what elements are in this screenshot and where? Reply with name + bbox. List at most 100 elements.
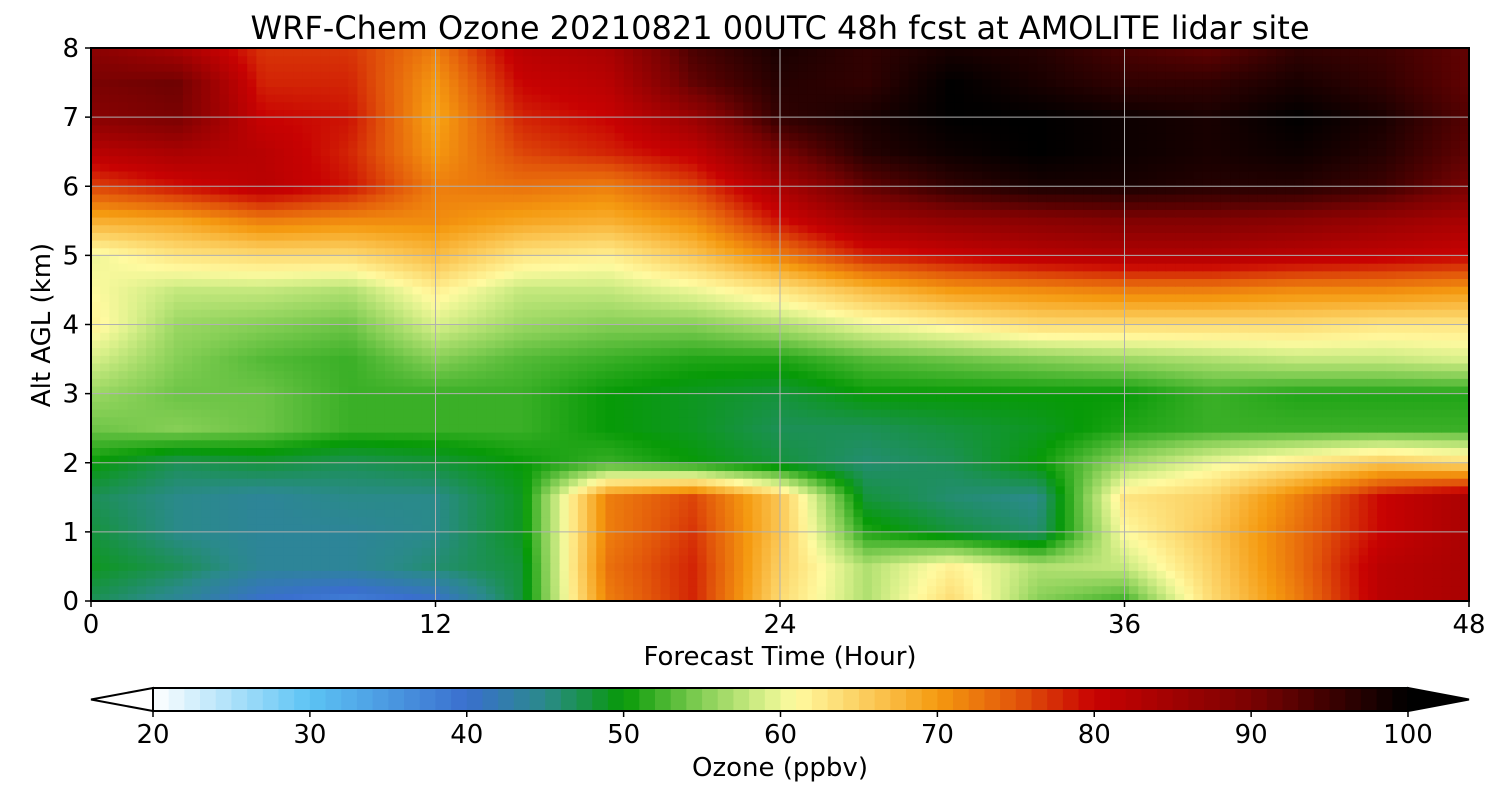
- heatmap-cell: [605, 401, 616, 410]
- heatmap-cell: [1202, 547, 1213, 556]
- heatmap-cell: [614, 408, 625, 418]
- heatmap-cell: [320, 485, 331, 495]
- heatmap-cell: [807, 462, 818, 472]
- heatmap-cell: [1211, 539, 1222, 548]
- heatmap-cell: [1257, 347, 1268, 356]
- heatmap-cell: [1092, 447, 1103, 456]
- heatmap-cell: [1165, 447, 1176, 456]
- heatmap-cell: [669, 370, 680, 379]
- heatmap-cell: [982, 570, 992, 579]
- heatmap-cell: [348, 455, 359, 464]
- heatmap-cell: [807, 355, 818, 364]
- heatmap-cell: [568, 593, 579, 602]
- heatmap-cell: [1211, 593, 1222, 602]
- heatmap-cell: [954, 554, 965, 564]
- heatmap-cell: [825, 493, 836, 502]
- heatmap-cell: [917, 539, 928, 548]
- heatmap-cell: [780, 347, 790, 356]
- heatmap-cell: [1349, 370, 1360, 379]
- heatmap-cell: [1138, 385, 1149, 395]
- heatmap-cell: [109, 593, 120, 602]
- heatmap-cell: [761, 470, 772, 479]
- heatmap-cell: [596, 370, 607, 379]
- heatmap-cell: [366, 478, 377, 487]
- heatmap-cell: [182, 585, 193, 594]
- heatmap-cell: [587, 424, 597, 433]
- heatmap-cell: [1423, 577, 1433, 587]
- heatmap-cell: [283, 501, 294, 510]
- heatmap-cell: [623, 439, 634, 448]
- heatmap-cell: [862, 493, 873, 502]
- heatmap-cell: [559, 570, 570, 579]
- heatmap-cell: [890, 485, 901, 495]
- heatmap-cell: [1303, 408, 1314, 418]
- heatmap-cell: [1276, 385, 1286, 395]
- heatmap-cell: [1331, 508, 1341, 518]
- heatmap-cell: [1184, 401, 1194, 410]
- heatmap-cell: [1175, 508, 1185, 518]
- heatmap-cell: [100, 478, 110, 487]
- heatmap-cell: [486, 547, 496, 556]
- heatmap-cell: [440, 562, 450, 571]
- heatmap-cell: [164, 547, 175, 556]
- heatmap-cell: [403, 493, 414, 502]
- heatmap-cell: [1276, 539, 1286, 548]
- heatmap-cell: [1276, 347, 1286, 356]
- heatmap-cell: [761, 416, 772, 425]
- heatmap-cell: [1285, 493, 1296, 502]
- heatmap-cell: [1377, 362, 1387, 372]
- heatmap-cell: [1073, 470, 1084, 479]
- heatmap-cell: [1101, 362, 1112, 372]
- heatmap-cell: [1046, 424, 1057, 433]
- heatmap-cell: [1285, 362, 1296, 372]
- heatmap-cell: [651, 585, 662, 594]
- heatmap-cell: [1386, 447, 1397, 456]
- heatmap-cell: [256, 508, 267, 518]
- heatmap-cell: [1156, 470, 1167, 479]
- heatmap-cell: [972, 447, 983, 456]
- heatmap-cell: [559, 416, 570, 425]
- heatmap-cell: [237, 408, 248, 418]
- heatmap-cell: [871, 531, 882, 541]
- heatmap-cell: [688, 424, 698, 433]
- heatmap-cell: [1367, 424, 1378, 433]
- heatmap-cell: [614, 554, 625, 564]
- heatmap-cell: [1285, 455, 1296, 464]
- heatmap-cell: [1312, 362, 1323, 372]
- heatmap-cell: [936, 562, 946, 571]
- heatmap-cell: [1156, 593, 1167, 602]
- heatmap-cell: [293, 347, 303, 356]
- heatmap-cell: [596, 362, 607, 372]
- heatmap-cell: [917, 470, 928, 479]
- heatmap-cell: [1312, 570, 1323, 579]
- heatmap-cell: [1009, 416, 1020, 425]
- heatmap-cell: [504, 416, 515, 425]
- heatmap-cell: [228, 562, 239, 571]
- heatmap-cell: [853, 370, 864, 379]
- heatmap-cell: [1432, 585, 1443, 594]
- heatmap-cell: [1220, 577, 1231, 587]
- heatmap-cell: [265, 524, 276, 533]
- heatmap-cell: [1147, 378, 1158, 387]
- heatmap-cell: [669, 539, 680, 548]
- heatmap-cell: [440, 370, 450, 379]
- heatmap-cell: [1073, 447, 1084, 456]
- heatmap-cell: [715, 524, 726, 533]
- heatmap-cell: [1266, 493, 1277, 502]
- heatmap-cell: [559, 516, 570, 525]
- heatmap-cell: [247, 370, 257, 379]
- heatmap-cell: [1239, 439, 1250, 448]
- heatmap-cell: [596, 462, 607, 472]
- heatmap-cell: [724, 370, 735, 379]
- heatmap-cell: [339, 355, 349, 364]
- heatmap-cell: [504, 577, 515, 587]
- heatmap-cell: [384, 416, 395, 425]
- heatmap-cell: [504, 501, 515, 510]
- heatmap-cell: [118, 424, 129, 433]
- heatmap-cell: [770, 385, 781, 395]
- heatmap-cell: [504, 570, 515, 579]
- heatmap-cell: [237, 462, 248, 472]
- heatmap-cell: [633, 347, 643, 356]
- heatmap-cell: [348, 547, 359, 556]
- heatmap-cell: [908, 393, 919, 402]
